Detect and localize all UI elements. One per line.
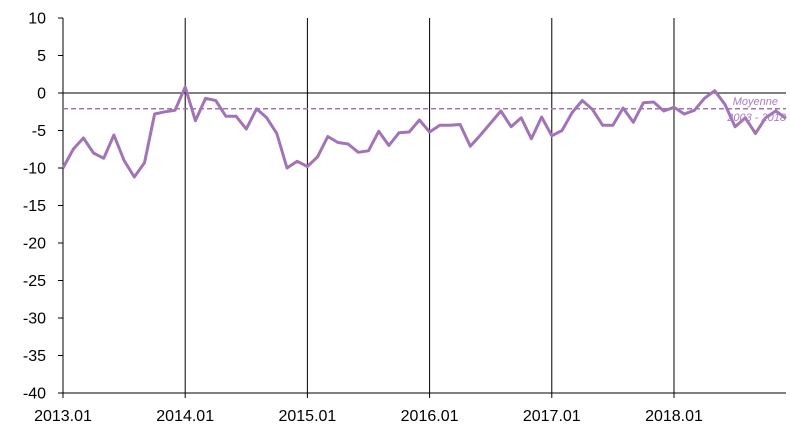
x-tick-label: 2018.01 xyxy=(645,408,703,425)
y-tick-label: -20 xyxy=(23,236,46,253)
y-tick-label: 5 xyxy=(37,48,46,65)
x-tick-label: 2013.01 xyxy=(34,408,92,425)
x-tick-label: 2015.01 xyxy=(278,408,336,425)
y-tick-label: -30 xyxy=(23,311,46,328)
average-label-line2: 2003 - 2018 xyxy=(726,112,787,124)
y-tick-label: -25 xyxy=(23,273,46,290)
y-axis-ticks: 10 5 0 -5 -10 -15 -20 -25 -30 -35 -40 xyxy=(23,11,63,403)
y-tick-label: -35 xyxy=(23,348,46,365)
average-label-line1: Moyenne xyxy=(733,96,778,108)
y-tick-label: 10 xyxy=(28,11,46,28)
year-gridlines xyxy=(184,18,675,393)
x-tick-label: 2014.01 xyxy=(156,408,214,425)
y-tick-label: 0 xyxy=(37,86,46,103)
x-tick-label: 2016.01 xyxy=(401,408,459,425)
x-axis-ticks: 2013.01 2014.01 2015.01 2016.01 2017.01 2018.… xyxy=(34,393,703,425)
series-line xyxy=(61,85,787,179)
y-tick-label: -5 xyxy=(32,123,46,140)
y-tick-label: -10 xyxy=(23,161,46,178)
y-tick-label: -40 xyxy=(23,386,46,403)
y-tick-label: -15 xyxy=(23,198,46,215)
x-tick-label: 2017.01 xyxy=(523,408,581,425)
